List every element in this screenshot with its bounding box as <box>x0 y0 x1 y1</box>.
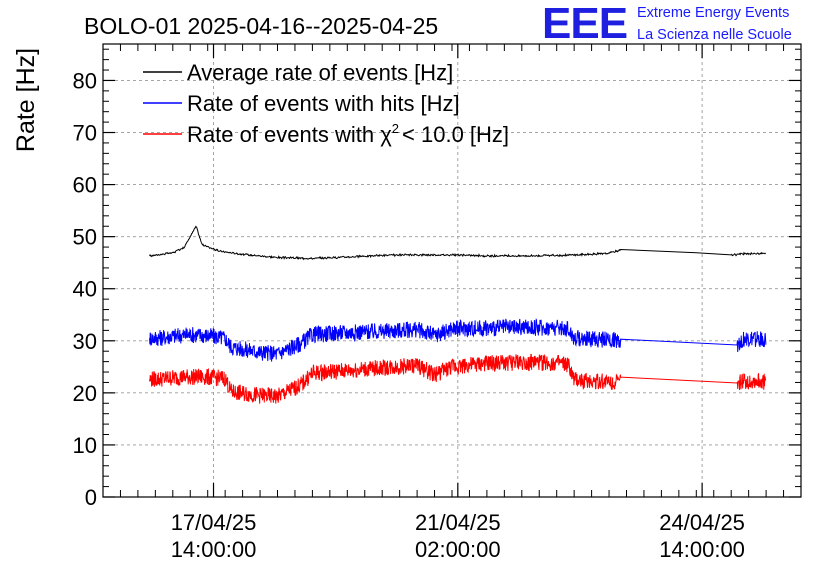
legend-label-chi2-text: Rate of events with <box>187 122 374 147</box>
y-tick-label: 10 <box>73 433 97 458</box>
legend-chi-symbol: χ <box>380 122 392 147</box>
legend-label-average: Average rate of events [Hz] <box>187 60 453 85</box>
y-tick-label: 0 <box>85 485 97 510</box>
x-tick-label-time: 02:00:00 <box>415 537 501 562</box>
grid-lines <box>103 44 801 498</box>
y-tick-label: 20 <box>73 381 97 406</box>
eee-logo: EEE Extreme Energy Events La Scienza nel… <box>542 0 792 48</box>
y-axis-label: Rate [Hz] <box>12 48 40 152</box>
y-tick-label: 50 <box>73 225 97 250</box>
hits-rate-line <box>149 318 767 362</box>
x-tick-label-time: 14:00:00 <box>659 537 745 562</box>
legend: Average rate of events [Hz] Rate of even… <box>143 60 509 147</box>
y-tick-label: 30 <box>73 329 97 354</box>
org-name-line1: Extreme Energy Events <box>637 5 789 21</box>
series-layer <box>149 225 767 404</box>
eee-logo-mark: EEE <box>542 0 627 48</box>
y-tick-label: 60 <box>73 173 97 198</box>
chi2-rate-line <box>149 353 767 404</box>
y-tick-label: 70 <box>73 121 97 146</box>
legend-chi-superscript: 2 <box>392 121 399 136</box>
y-tick-label: 80 <box>73 68 97 93</box>
average-rate-line <box>149 225 766 261</box>
chart-title: BOLO-01 2025-04-16--2025-04-25 <box>84 13 438 39</box>
org-name-line2: La Scienza nelle Scuole <box>637 27 792 43</box>
x-tick-label-date: 24/04/25 <box>659 510 745 535</box>
x-tick-label-time: 14:00:00 <box>171 537 257 562</box>
x-tick-label-date: 21/04/25 <box>415 510 501 535</box>
y-tick-label: 40 <box>73 277 97 302</box>
x-tick-label-date: 17/04/25 <box>171 510 257 535</box>
legend-label-chi2: Rate of events with χ2 < 10.0 [Hz] <box>187 121 509 147</box>
legend-label-chi2-tail: < 10.0 [Hz] <box>402 122 509 147</box>
legend-label-hits: Rate of events with hits [Hz] <box>187 91 460 116</box>
axes: 0102030405060708017/04/2514:00:0021/04/2… <box>73 44 802 562</box>
